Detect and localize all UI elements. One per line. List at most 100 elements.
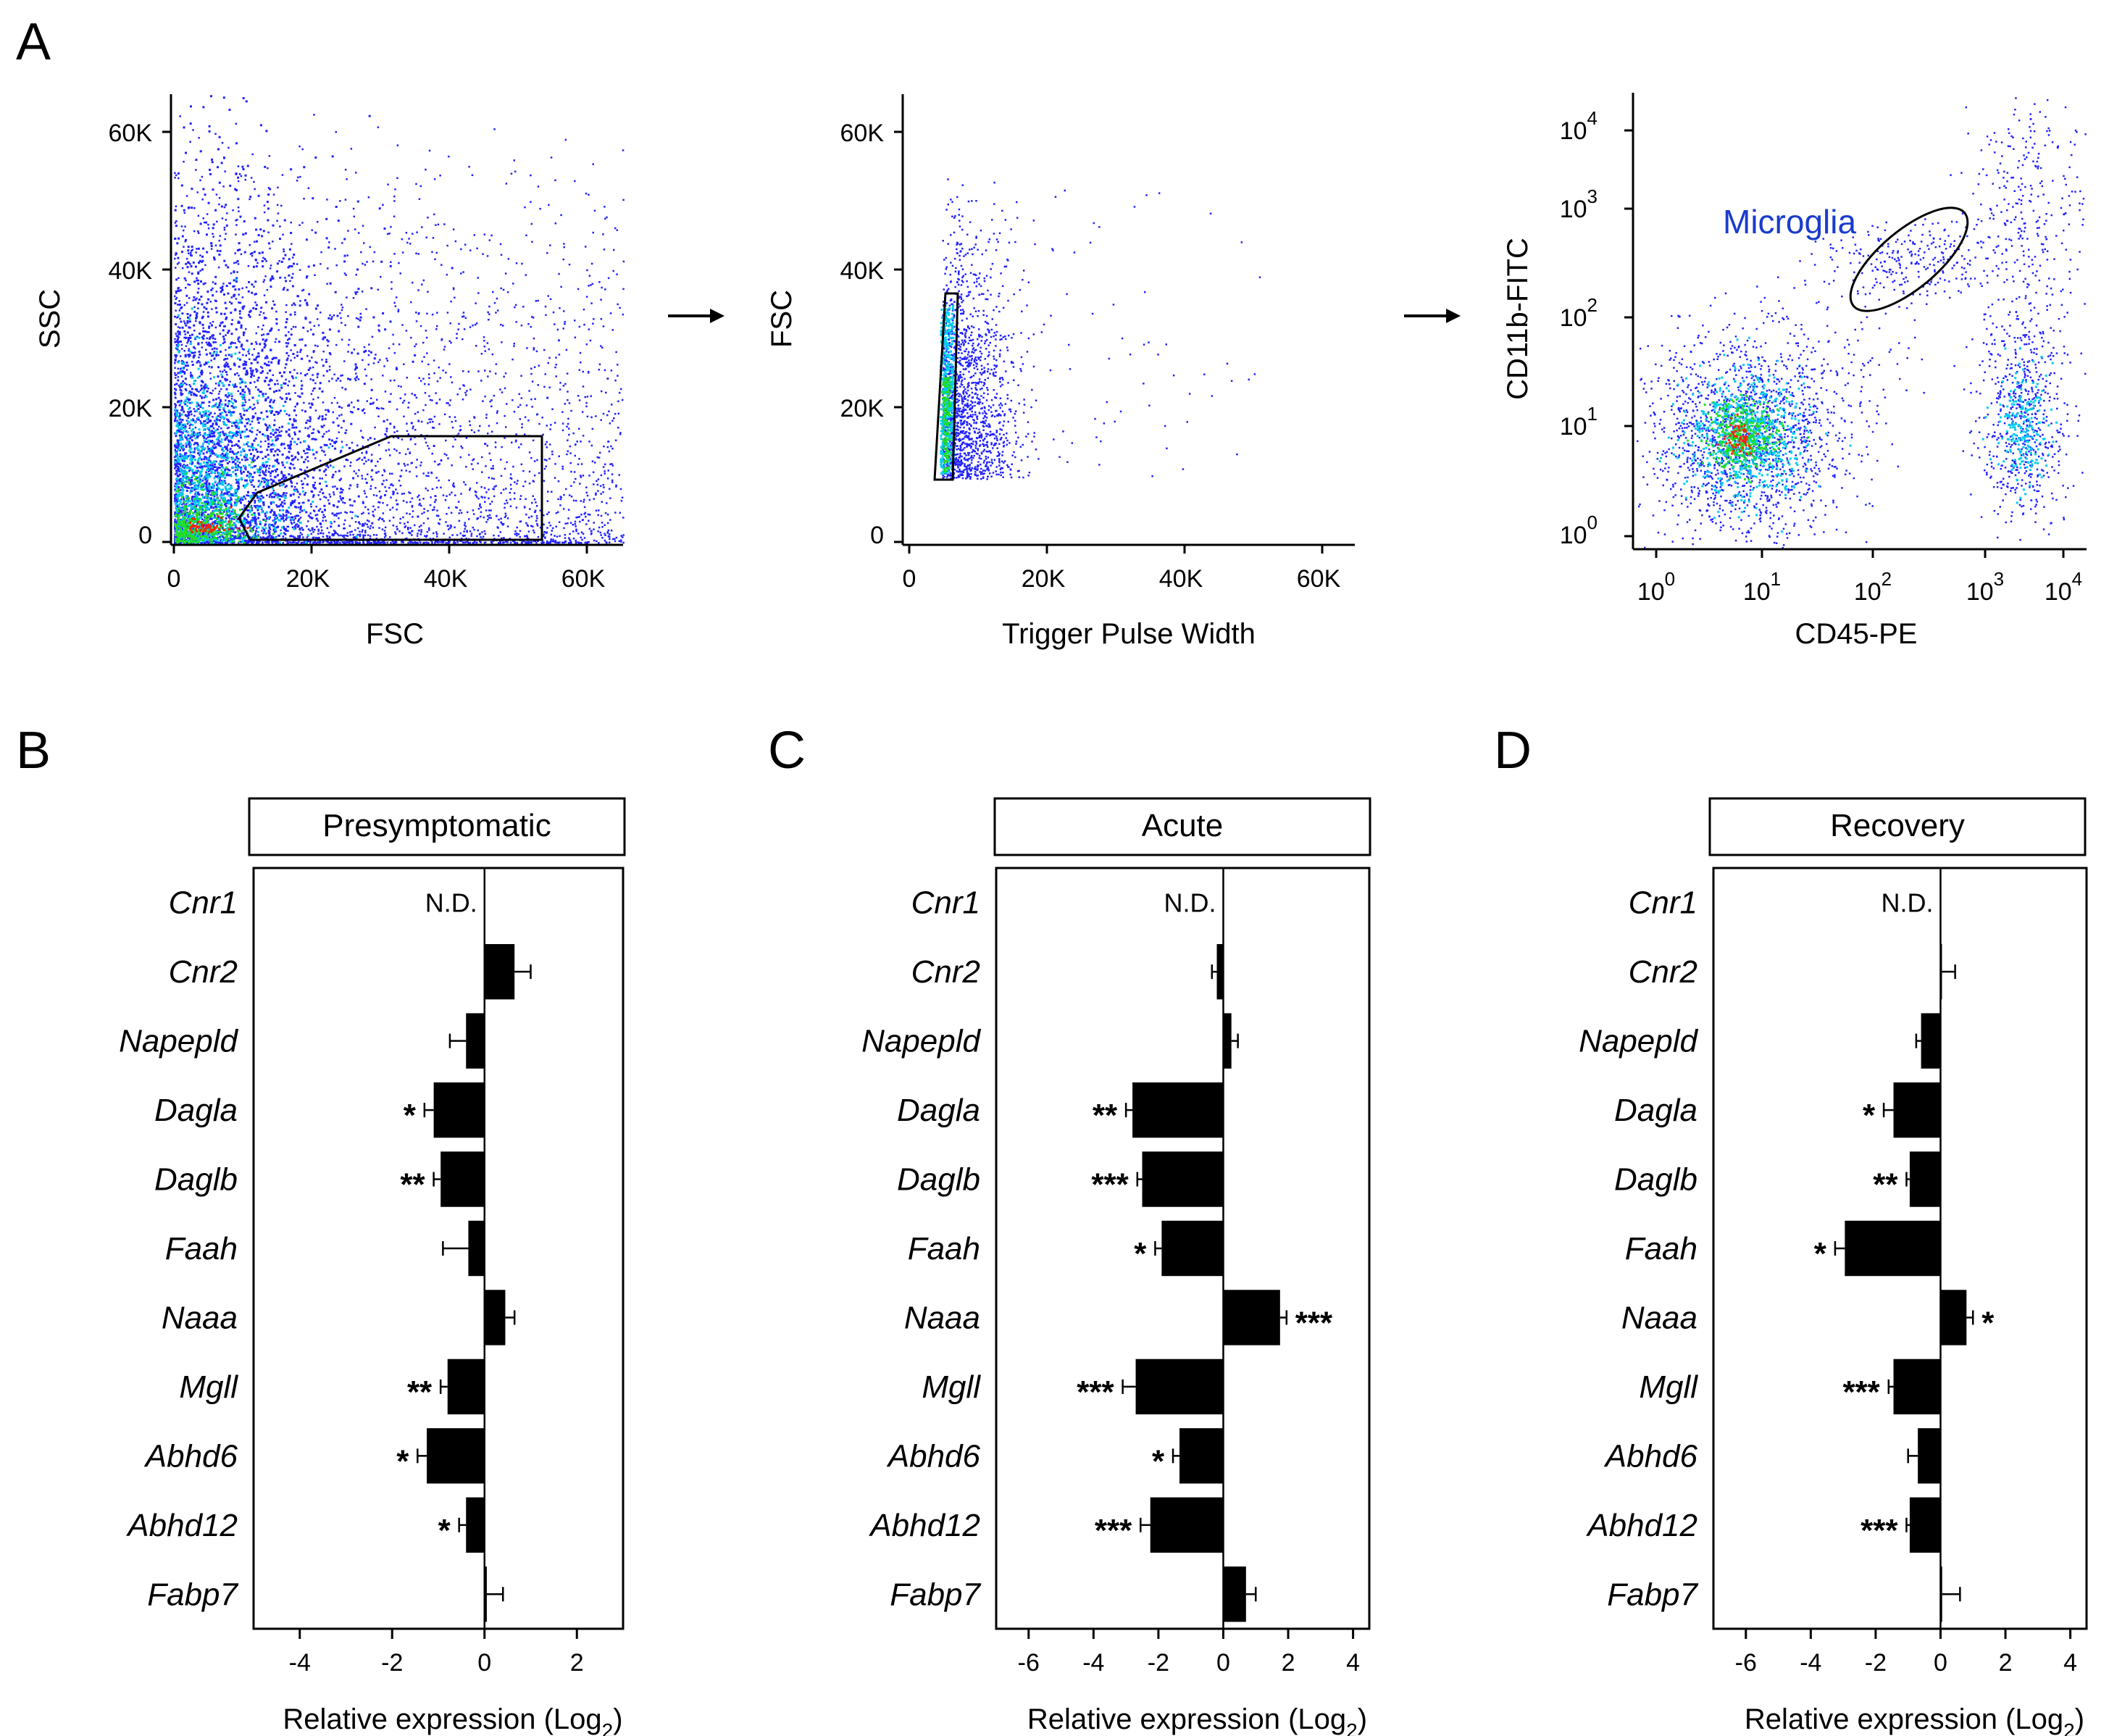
y-tick-label: 0 <box>870 522 884 549</box>
chart-title: Acute <box>1142 808 1224 843</box>
gene-label: Abhd6 <box>886 1438 981 1474</box>
x-axis-label: Relative expression (Log2) <box>1027 1703 1367 1736</box>
y-tick-label: 103 <box>1560 185 1598 223</box>
bar-napepld <box>466 1013 485 1069</box>
bar-daglb <box>1909 1151 1941 1207</box>
y-tick-label: 60K <box>109 120 153 147</box>
x-tick-label: 60K <box>1297 565 1341 593</box>
x-tick-label: 2 <box>570 1649 584 1677</box>
significance-marker: *** <box>1860 1513 1898 1548</box>
x-tick-label: 100 <box>1637 568 1675 606</box>
gene-label: Faah <box>165 1231 238 1266</box>
x-axis-label: Relative expression (Log2) <box>1745 1703 2084 1736</box>
gene-label: Cnr2 <box>911 954 980 990</box>
significance-marker: *** <box>1295 1305 1333 1340</box>
x-axis-label: Relative expression (Log2) <box>283 1703 622 1736</box>
significance-marker: * <box>404 1098 417 1133</box>
gene-label: Abhd12 <box>868 1508 980 1543</box>
significance-marker: *** <box>1091 1167 1129 1203</box>
gene-label: Napepld <box>861 1024 981 1059</box>
x-tick-label: 40K <box>424 565 468 593</box>
gene-label: Daglb <box>897 1162 980 1198</box>
x-tick-label: 20K <box>1022 565 1066 593</box>
gene-label: Faah <box>908 1231 980 1266</box>
chart-title-box <box>993 797 1371 856</box>
x-tick-label: 0 <box>477 1649 491 1677</box>
bar-abhd12 <box>1150 1497 1224 1553</box>
gene-label: Naaa <box>904 1300 980 1335</box>
gene-label: Daglb <box>1614 1162 1697 1198</box>
x-tick-label: 2 <box>1999 1649 2013 1677</box>
chart-title-box <box>248 797 626 856</box>
chart-title: Presymptomatic <box>322 808 551 843</box>
gate-ellipse-microglia <box>1849 206 1969 312</box>
bar-fabp7 <box>1940 1566 1942 1622</box>
gene-label: Faah <box>1625 1231 1697 1266</box>
x-tick-label: 2 <box>1282 1649 1295 1677</box>
y-tick-label: 20K <box>840 395 885 422</box>
bar-dagla <box>1132 1082 1224 1138</box>
significance-marker: * <box>1981 1305 1995 1340</box>
y-axis-label: CD11b-FITC <box>1502 238 1534 400</box>
y-tick-label: 0 <box>138 522 152 549</box>
significance-marker: ** <box>400 1167 425 1203</box>
bar-dagla <box>433 1082 485 1138</box>
flow-plot-fsc-ssc: 0 20K 40K 60K 0 20K 40K 60K FSC SSC <box>34 94 625 650</box>
gene-label: Dagla <box>154 1093 238 1128</box>
bar-naaa <box>1940 1290 1967 1345</box>
gene-label: Cnr1 <box>1629 885 1697 921</box>
x-tick-label: -2 <box>1148 1649 1169 1677</box>
gene-label: Fabp7 <box>147 1577 238 1612</box>
axis-ticks-fsc-ssc <box>162 130 588 554</box>
arrow-right-icon <box>1404 309 1461 323</box>
x-tick-label: -4 <box>1800 1649 1821 1677</box>
plot-frame <box>995 867 1371 1630</box>
chart-title-box <box>1708 797 2087 856</box>
gene-label: Mgll <box>179 1369 238 1405</box>
bar-cnr2 <box>1216 944 1224 1000</box>
gene-label: Napepld <box>119 1024 238 1059</box>
gene-label: Abhd12 <box>125 1508 238 1543</box>
y-tick-label: 20K <box>109 395 153 422</box>
bar-abhd6 <box>1918 1428 1941 1484</box>
x-tick-label: 4 <box>2063 1649 2077 1677</box>
significance-marker: * <box>438 1513 451 1548</box>
x-axis-label: Trigger Pulse Width <box>1002 618 1256 650</box>
gene-label: Abhd6 <box>143 1438 238 1474</box>
microglia-gate-label: Microglia <box>1723 203 1856 241</box>
gene-label: Fabp7 <box>890 1577 981 1612</box>
gene-label: Mgll <box>1639 1369 1698 1405</box>
gene-label: Dagla <box>897 1093 980 1128</box>
gene-label: Naaa <box>1621 1300 1697 1335</box>
significance-marker: ** <box>1093 1098 1118 1133</box>
gene-label: Cnr2 <box>169 954 238 990</box>
panel-letter-d: D <box>1494 722 1532 780</box>
bar-abhd6 <box>427 1428 485 1484</box>
x-tick-label: 40K <box>1159 565 1203 593</box>
scatter-dots-fsc-ssc <box>174 95 625 544</box>
y-axis-label: FSC <box>766 290 798 348</box>
bar-naaa <box>1223 1290 1280 1345</box>
y-tick-label: 104 <box>1560 107 1598 145</box>
flow-plot-pulse-width: 0 20K 40K 60K 0 20K 40K 60K Trigger Puls… <box>766 94 1355 650</box>
x-tick-label: 0 <box>167 565 181 593</box>
significance-marker: * <box>396 1443 409 1479</box>
not-detected-label: N.D. <box>1881 888 1933 918</box>
y-axis-label: SSC <box>34 289 66 349</box>
x-tick-label: -6 <box>1735 1649 1757 1677</box>
x-tick-label: 101 <box>1743 568 1781 606</box>
plot-frame <box>1712 867 2088 1630</box>
gene-label: Abhd12 <box>1585 1508 1697 1543</box>
significance-marker: *** <box>1842 1374 1880 1410</box>
gene-label: Fabp7 <box>1607 1577 1698 1612</box>
significance-marker: * <box>1152 1443 1165 1479</box>
arrow-right-icon <box>668 309 724 323</box>
bar-faah <box>468 1220 485 1277</box>
gene-label: Abhd6 <box>1603 1438 1698 1474</box>
bar-chart-presymptomatic: Presymptomatic Cnr1 N.D. Cnr2 Napepld Dagla * D… <box>119 797 626 1736</box>
panel-letter-a: A <box>16 13 51 71</box>
x-tick-label: 0 <box>1934 1649 1947 1677</box>
x-axis-label: FSC <box>366 618 424 650</box>
